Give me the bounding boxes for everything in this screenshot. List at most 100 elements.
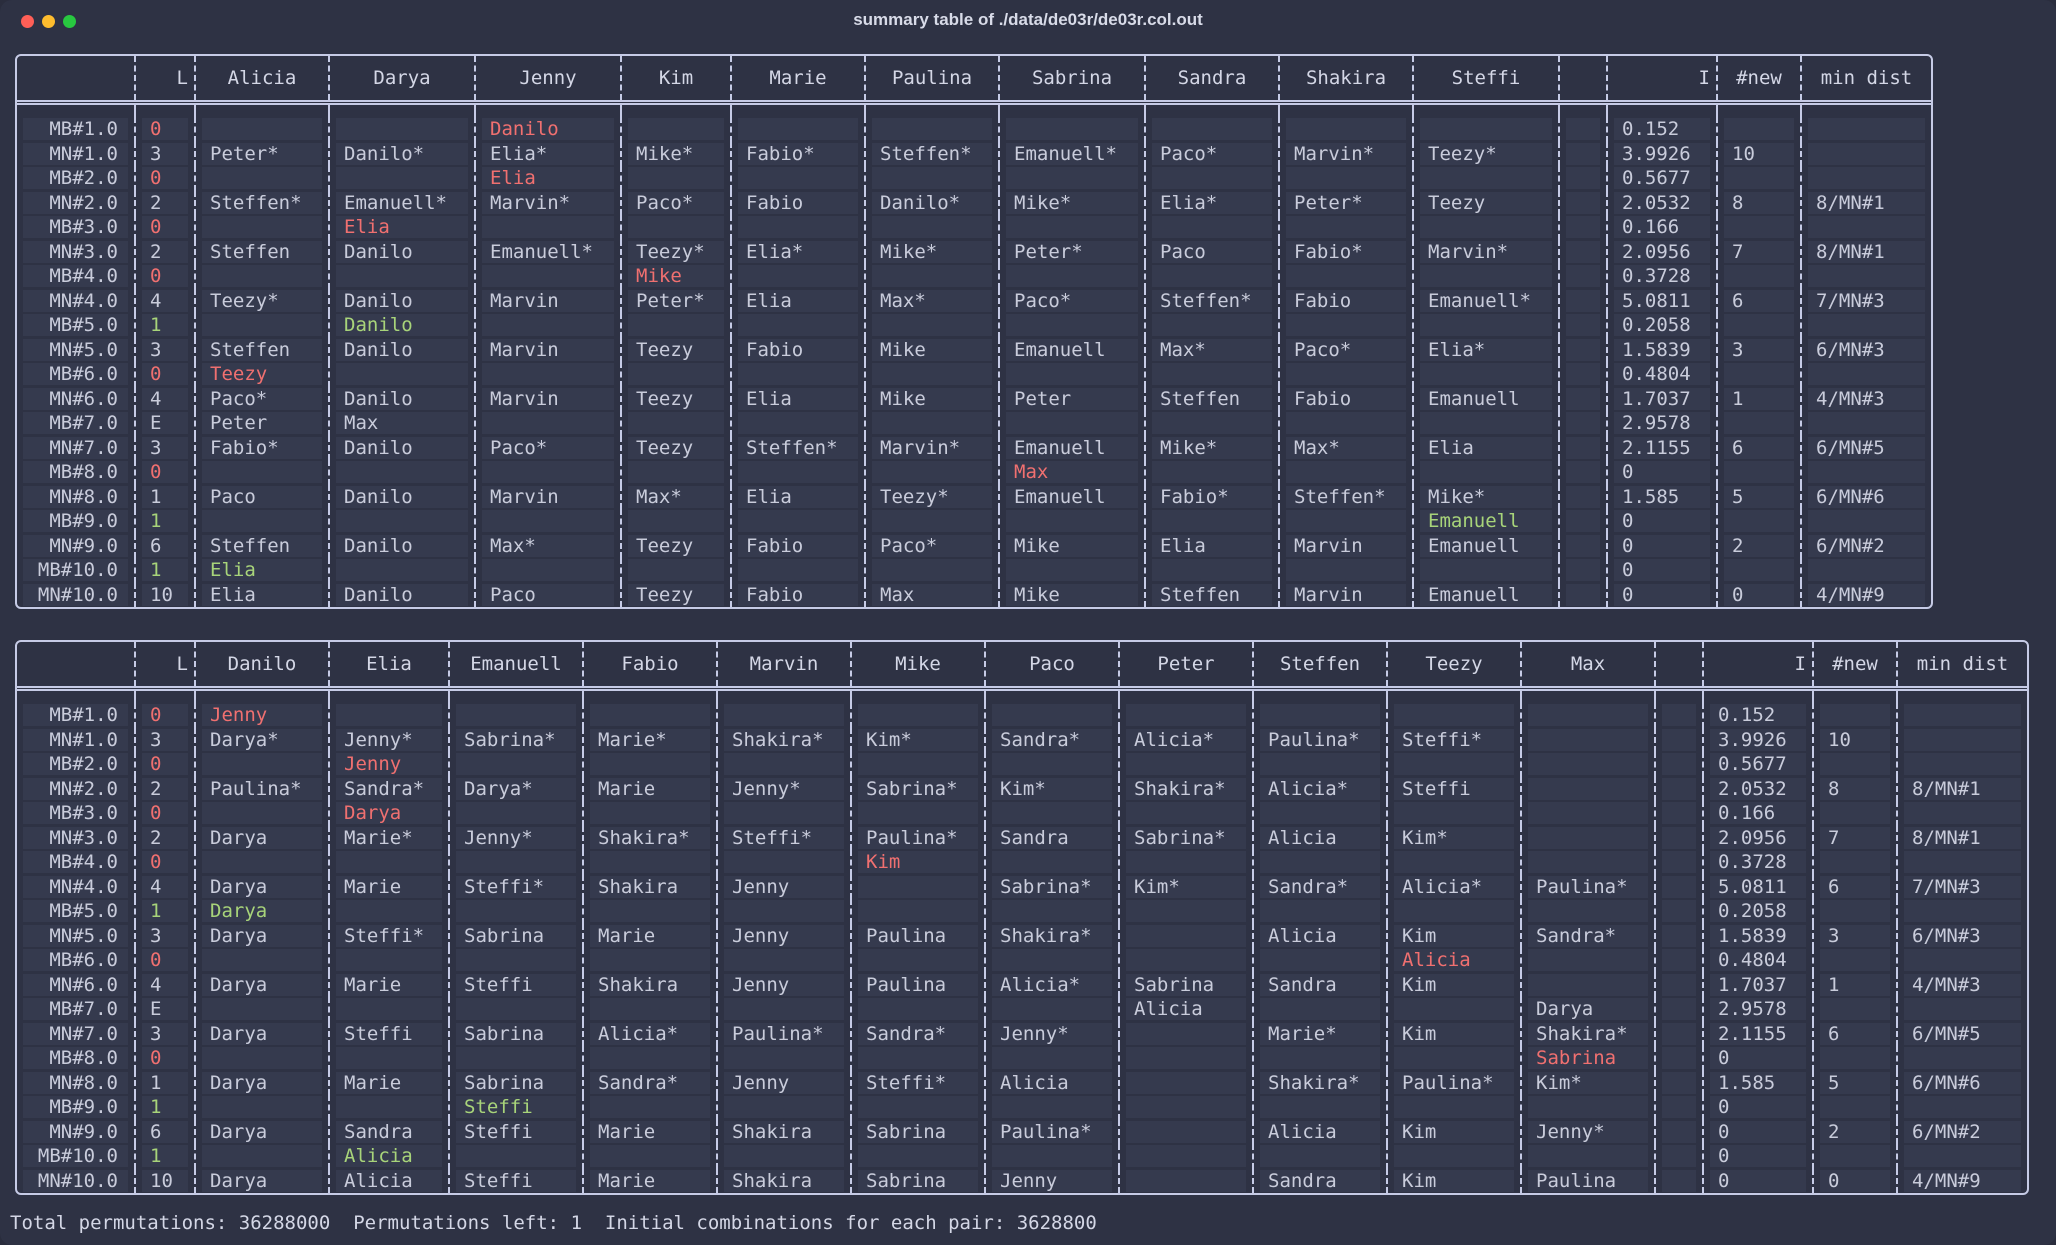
cell-value (1420, 167, 1552, 190)
row-label: MN#2.0 (17, 191, 135, 216)
table-cell: Mike* (1144, 435, 1279, 460)
cell-value: 4/MN#3 (1808, 387, 1925, 410)
cell-value (336, 559, 468, 582)
table-cell: 0.5677 (1702, 752, 1813, 777)
table-cell: Danilo (328, 582, 475, 607)
table-cell (328, 264, 475, 289)
table-cell (716, 1046, 851, 1071)
table-row: MN#6.0 4 Darya Marie Steffi Shakira Jenny Pauli… (17, 972, 2027, 997)
cell-value (1006, 412, 1138, 435)
cell-value: MN#4.0 (23, 289, 128, 312)
table-cell (984, 1046, 1119, 1071)
maximize-button[interactable] (63, 15, 76, 28)
minimize-button[interactable] (42, 15, 55, 28)
cell-value: Marie (336, 875, 442, 898)
table-cell (716, 1144, 851, 1169)
table-cell: Sabrina (448, 1070, 583, 1095)
cell-value: Sabrina (1528, 1047, 1648, 1070)
cell-value: Danilo (336, 338, 468, 361)
table-cell: Emanuell (998, 484, 1145, 509)
close-button[interactable] (21, 15, 34, 28)
table-cell (998, 117, 1145, 142)
row-label: MN#4.0 (17, 875, 135, 900)
cell-value (992, 998, 1112, 1021)
table-cell: 0.152 (1606, 117, 1717, 142)
cell-value: Fabio (738, 191, 858, 214)
table-cell (582, 801, 717, 826)
table-cell: Alicia* (984, 972, 1119, 997)
table-cell (1252, 1095, 1387, 1120)
table-cell (1520, 850, 1655, 875)
table-cell: Steffen* (1278, 484, 1413, 509)
cell-value: Darya (202, 1169, 322, 1192)
table-cell: Alicia* (1386, 874, 1521, 899)
cell-value (992, 704, 1112, 727)
cell-value: Mike (1006, 534, 1138, 557)
cell-value: 0 (1710, 1120, 1806, 1143)
lights-cell: 0 (134, 948, 195, 973)
table-cell: Mike* (620, 141, 731, 166)
cell-value: 0.5677 (1614, 167, 1710, 190)
table-cell: 5.0811 (1702, 874, 1813, 899)
cell-value (724, 949, 844, 972)
lights-cell: 0 (134, 1046, 195, 1071)
cell-value: 3 (142, 142, 188, 165)
cell-value (1662, 998, 1696, 1021)
table-cell (620, 117, 731, 142)
row-label: MB#5.0 (17, 899, 135, 924)
table-cell: 1.7037 (1606, 386, 1717, 411)
table-cell (1716, 362, 1801, 387)
cell-value: Alicia (336, 1145, 442, 1168)
cell-value (1820, 851, 1890, 874)
cell-value: Alicia (1260, 924, 1380, 947)
table-cell: Danilo (474, 117, 621, 142)
lights-cell: 1 (134, 1095, 195, 1120)
cell-value: 0 (1820, 1169, 1890, 1192)
table-cell (474, 215, 621, 240)
cell-value: Jenny* (336, 728, 442, 751)
cell-value (1820, 704, 1890, 727)
table-cell (328, 1095, 449, 1120)
row-label: MB#1.0 (17, 703, 135, 728)
column-header-paco: Paco (984, 642, 1119, 691)
cell-value (336, 363, 468, 386)
cell-value: 6/MN#6 (1904, 1071, 2021, 1094)
cell-value: Alicia (1260, 826, 1380, 849)
cell-value: Shakira* (1260, 1071, 1380, 1094)
table-cell: 4/MN#9 (1800, 582, 1931, 607)
table-cell: Emanuell (998, 435, 1145, 460)
table-cell: Shakira* (582, 825, 717, 850)
table-cell: Kim (1386, 1021, 1521, 1046)
column-header-i: I (1606, 56, 1717, 105)
table-cell: Jenny (716, 874, 851, 899)
cell-value: 0.5677 (1710, 753, 1806, 776)
table-cell (328, 997, 449, 1022)
cell-value (1394, 1047, 1514, 1070)
cell-value: MB#2.0 (23, 167, 128, 190)
cell-value (1260, 1145, 1380, 1168)
table-cell: Danilo* (864, 190, 999, 215)
cell-value (858, 900, 978, 923)
cell-value (590, 1145, 710, 1168)
table-cell (1278, 264, 1413, 289)
table-cell (1812, 899, 1897, 924)
cell-value: 0 (142, 851, 188, 874)
cell-value (1724, 461, 1794, 484)
cell-value: Paco* (872, 534, 992, 557)
table-cell (1252, 899, 1387, 924)
cell-value (1820, 802, 1890, 825)
cell-value: 0 (1614, 559, 1710, 582)
table-cell (730, 558, 865, 583)
table-cell: Steffi* (328, 923, 449, 948)
table-cell (1800, 509, 1931, 534)
cell-value: Marvin (482, 289, 614, 312)
table-cell (1558, 460, 1607, 485)
cell-value (724, 753, 844, 776)
cell-value: Emanuell* (1420, 289, 1552, 312)
table-cell: Shakira* (716, 727, 851, 752)
cell-value: 1 (142, 559, 188, 582)
cell-value: 4 (142, 387, 188, 410)
table-cell (1896, 801, 2027, 826)
table-cell (1896, 899, 2027, 924)
cell-value (1808, 167, 1925, 190)
